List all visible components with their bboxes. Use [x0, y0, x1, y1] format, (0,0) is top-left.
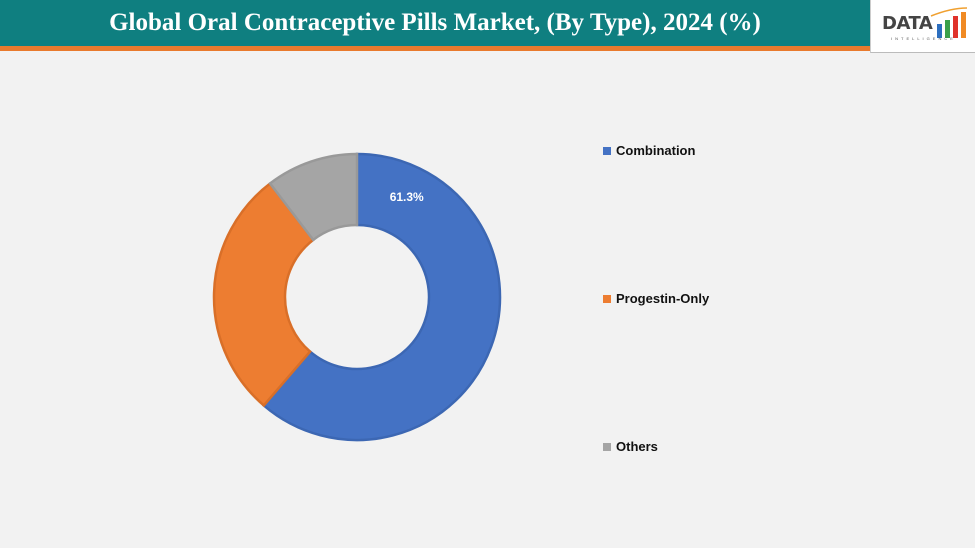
data-label: 61.3%: [390, 190, 424, 204]
donut-slice-combination: [262, 152, 502, 442]
legend-label: Progestin-Only: [616, 291, 710, 306]
header-bar: [0, 0, 975, 46]
legend-item-progestin-only: Progestin-Only: [603, 291, 709, 306]
legend-label: Others: [616, 439, 658, 454]
header-accent-line: [0, 46, 975, 51]
logo-subtext: INTELLIGENCE: [891, 36, 956, 41]
legend-item-others: Others: [603, 439, 658, 454]
page-title: Global Oral Contraceptive Pills Market, …: [109, 9, 761, 36]
legend-swatch: [603, 294, 611, 303]
logo-text: DATA: [882, 13, 933, 34]
legend-label: Combination: [616, 143, 696, 158]
donut-slice-others: [268, 152, 359, 242]
logo-bars-icon: [930, 7, 968, 38]
legend-item-combination: Combination: [603, 143, 695, 158]
legend-swatch: [603, 146, 611, 155]
legend-swatch: [603, 442, 611, 451]
logo: DATA INTELLIGENCE: [870, 0, 975, 53]
donut-slice-progestin-only: [212, 181, 315, 408]
